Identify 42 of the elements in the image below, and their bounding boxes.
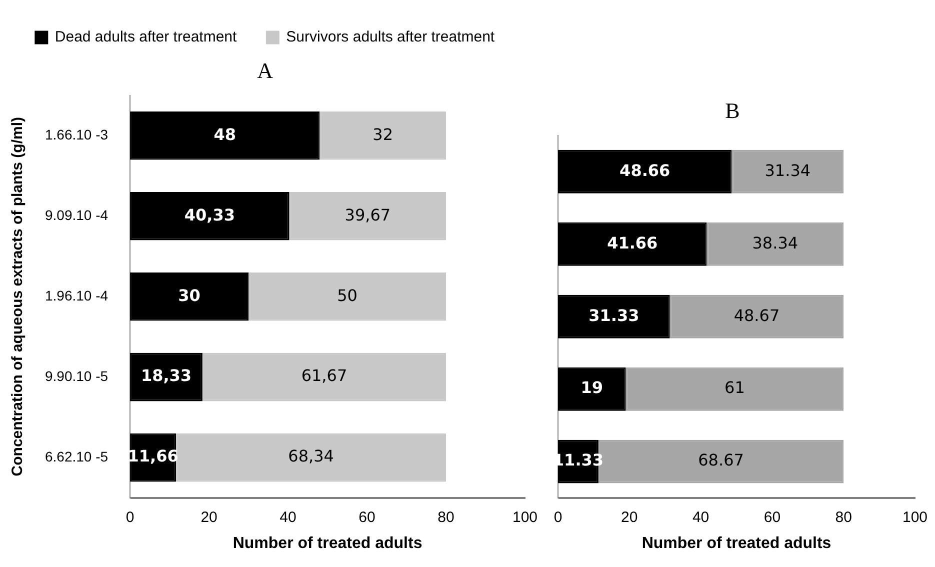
data-label: 48	[214, 124, 236, 144]
data-label: 38.34	[752, 233, 798, 252]
data-label: 32	[372, 124, 393, 144]
data-label: 50	[337, 286, 358, 305]
y-tick-label: 9.09.10 -4	[44, 206, 108, 223]
x-tick-label: 0	[126, 508, 134, 526]
data-label: 41.66	[607, 233, 658, 252]
data-label: 18,33	[140, 366, 192, 386]
data-label: 39,67	[344, 205, 391, 224]
legend-label: Survivors adults after treatment	[286, 28, 496, 46]
chart-title: A	[257, 58, 274, 83]
y-tick-label: 1.96.10 -4	[44, 287, 108, 304]
x-tick-label: 40	[280, 508, 296, 526]
legend-label: Dead adults after treatment	[54, 28, 238, 46]
data-label: 61	[724, 378, 745, 398]
y-tick-label: 6.62.10 -5	[44, 448, 108, 464]
x-tick-label: 80	[835, 508, 852, 526]
x-tick-label: 60	[764, 508, 781, 526]
x-tick-label: 60	[358, 508, 376, 526]
chart-title: B	[725, 98, 740, 123]
data-label: 61,67	[301, 366, 348, 386]
x-tick-label: 20	[200, 508, 218, 526]
x-tick-label: 100	[512, 508, 538, 526]
data-label: 68,34	[288, 446, 334, 466]
x-tick-label: 80	[438, 508, 454, 526]
x-tick-label: 0	[554, 508, 562, 526]
data-label: 31.33	[588, 306, 640, 325]
x-axis-title: Number of treated adults	[642, 534, 832, 552]
data-label: 40,33	[184, 205, 235, 224]
x-tick-label: 20	[621, 508, 638, 526]
y-tick-label: 1.66.10 -3	[44, 126, 108, 142]
x-tick-label: 40	[692, 508, 710, 526]
data-label: 68.67	[698, 450, 744, 470]
data-label: 48.66	[620, 160, 670, 180]
data-label: 31.34	[764, 160, 811, 180]
x-tick-label: 100	[902, 508, 928, 526]
x-axis-title: Number of treated adults	[232, 534, 422, 552]
data-label: 19	[580, 378, 604, 398]
data-label: 30	[178, 286, 200, 305]
data-label: 48.67	[734, 306, 780, 325]
y-axis-title: Concentration of aqueous extracts of plants (g/ml)	[9, 116, 26, 476]
y-tick-label: 9.90.10 -5	[44, 368, 108, 384]
